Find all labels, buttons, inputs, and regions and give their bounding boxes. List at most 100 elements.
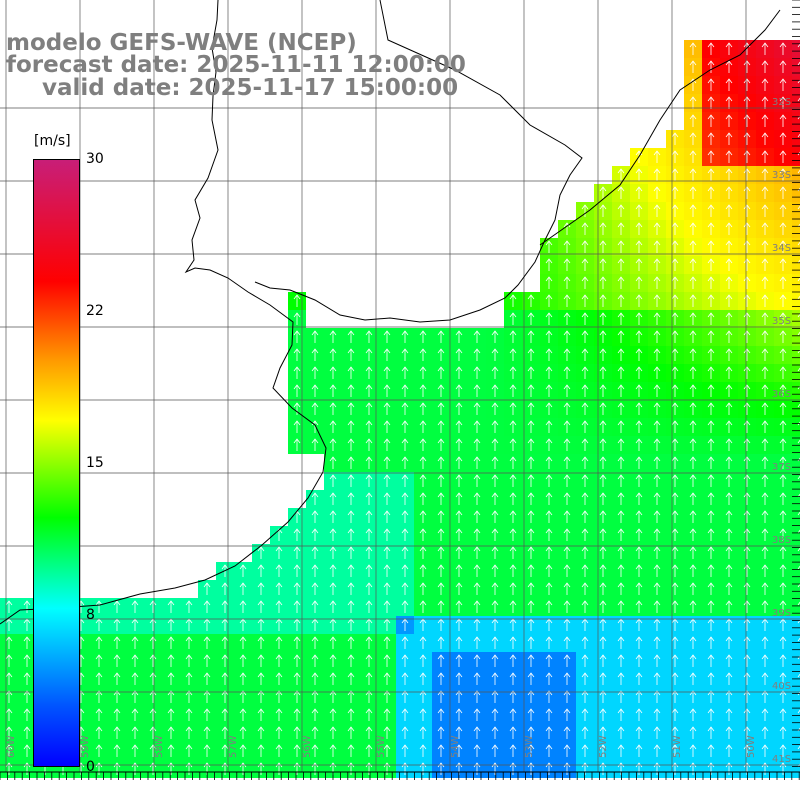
wind-arrow (635, 708, 643, 721)
wind-arrow (95, 690, 103, 703)
wind-cell (792, 184, 800, 202)
wind-arrow (527, 744, 535, 757)
wind-arrow (617, 294, 625, 307)
wind-arrow (455, 600, 463, 613)
wind-arrow (581, 726, 589, 739)
wind-arrow (689, 510, 697, 523)
wind-arrow (545, 312, 553, 325)
wind-arrow (257, 582, 265, 595)
lat-label: 35S (772, 316, 791, 327)
wind-arrow (581, 240, 589, 253)
wind-arrow (779, 456, 787, 469)
wind-arrow (635, 222, 643, 235)
wind-arrow (635, 744, 643, 757)
wind-arrow (509, 546, 517, 559)
wind-arrow (761, 654, 769, 667)
wind-arrow (653, 690, 661, 703)
wind-arrow (419, 492, 427, 505)
wind-arrow (455, 366, 463, 379)
wind-arrow (185, 654, 193, 667)
lon-label: 59W (80, 735, 91, 758)
wind-cell (792, 220, 800, 238)
wind-arrow (653, 384, 661, 397)
wind-arrow (455, 492, 463, 505)
wind-arrow (707, 222, 715, 235)
wind-arrow (743, 366, 751, 379)
wind-arrow (653, 366, 661, 379)
lon-label: 50W (746, 735, 757, 758)
wind-arrow (329, 420, 337, 433)
lat-label: 36S (772, 389, 791, 400)
wind-arrow (311, 438, 319, 451)
wind-arrow (365, 726, 373, 739)
wind-arrow (311, 492, 319, 505)
wind-arrow (581, 330, 589, 343)
wind-arrow (617, 420, 625, 433)
wind-arrow (473, 456, 481, 469)
wind-arrow (545, 420, 553, 433)
wind-arrow (545, 636, 553, 649)
wind-arrow (599, 294, 607, 307)
wind-arrow (761, 204, 769, 217)
wind-arrow (491, 690, 499, 703)
wind-arrow (617, 636, 625, 649)
wind-arrow (761, 150, 769, 163)
wind-arrow (689, 132, 697, 145)
wind-arrow (455, 726, 463, 739)
wind-arrow (365, 528, 373, 541)
wind-arrow (689, 384, 697, 397)
wind-arrow (761, 636, 769, 649)
wind-arrow (437, 474, 445, 487)
wind-arrow (743, 708, 751, 721)
wind-arrow (5, 690, 13, 703)
wind-arrow (725, 744, 733, 757)
wind-arrow (779, 528, 787, 541)
wind-arrow (437, 528, 445, 541)
wind-arrow (581, 654, 589, 667)
wind-arrow (419, 744, 427, 757)
wind-arrow (725, 492, 733, 505)
wind-arrow (617, 708, 625, 721)
wind-arrow (761, 510, 769, 523)
wind-arrow (527, 690, 535, 703)
wind-arrow (419, 708, 427, 721)
wind-arrow (617, 222, 625, 235)
wind-arrow (437, 438, 445, 451)
wind-arrow (743, 294, 751, 307)
wind-arrow (779, 654, 787, 667)
wind-arrow (779, 78, 787, 91)
wind-arrow (743, 96, 751, 109)
title-forecast-date: forecast date: 2025-11-11 12:00:00 (6, 52, 466, 78)
wind-arrow (527, 600, 535, 613)
wind-arrow (311, 636, 319, 649)
wind-arrow (401, 726, 409, 739)
wind-arrow (509, 636, 517, 649)
wind-arrow (581, 546, 589, 559)
wind-arrow (455, 690, 463, 703)
wind-arrow (347, 528, 355, 541)
wind-arrow (779, 366, 787, 379)
wind-arrow (239, 600, 247, 613)
wind-arrow (293, 348, 301, 361)
wind-arrow (491, 384, 499, 397)
wind-arrow (635, 276, 643, 289)
wind-arrow (239, 690, 247, 703)
wind-arrow (383, 726, 391, 739)
wind-arrow (545, 672, 553, 685)
wind-arrow (437, 366, 445, 379)
wind-arrow (617, 330, 625, 343)
wind-arrow (779, 582, 787, 595)
wind-arrow (329, 690, 337, 703)
wind-arrow (527, 672, 535, 685)
wind-arrow (509, 654, 517, 667)
wind-arrow (527, 708, 535, 721)
wind-arrow (365, 402, 373, 415)
wind-arrow (725, 402, 733, 415)
wind-arrow (347, 582, 355, 595)
wind-arrow (653, 672, 661, 685)
wind-arrow (473, 564, 481, 577)
wind-arrow (743, 78, 751, 91)
wind-arrow (221, 636, 229, 649)
wind-arrow (509, 438, 517, 451)
wind-arrow (653, 240, 661, 253)
